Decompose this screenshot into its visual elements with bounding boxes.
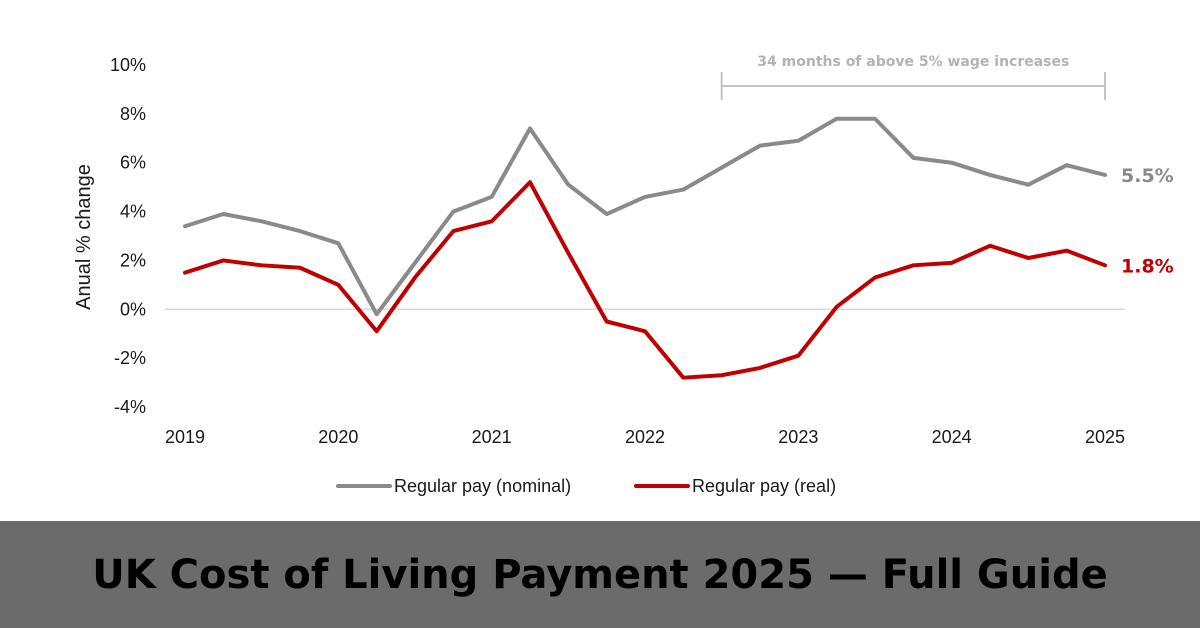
- legend-label-real: Regular pay (real): [692, 476, 836, 496]
- end-labels: 5.5% 1.8%: [1121, 165, 1174, 277]
- legend: Regular pay (nominal) Regular pay (real): [336, 476, 836, 496]
- y-tick-label: 6%: [120, 153, 146, 173]
- x-tick-label: 2024: [932, 427, 972, 447]
- x-tick-label: 2025: [1085, 427, 1125, 447]
- title-banner: UK Cost of Living Payment 2025 — Full Gu…: [0, 521, 1200, 628]
- y-tick-label: -2%: [114, 348, 146, 368]
- y-axis-label: Anual % change: [73, 164, 95, 310]
- x-tick-label: 2021: [472, 427, 512, 447]
- x-tick-label: 2023: [778, 427, 818, 447]
- y-tick-label: -4%: [114, 397, 146, 417]
- y-tick-label: 2%: [120, 250, 146, 270]
- annotation-bracket: 34 months of above 5% wage increases: [720, 54, 1106, 100]
- end-label-nominal: 5.5%: [1121, 165, 1174, 187]
- series-line-nominal: [183, 116, 1107, 317]
- series-lines: [183, 116, 1107, 380]
- legend-label-nominal: Regular pay (nominal): [394, 476, 571, 496]
- x-tick-label: 2022: [625, 427, 665, 447]
- y-tick-label: 10%: [110, 55, 146, 75]
- y-tick-label: 0%: [120, 299, 146, 319]
- y-tick-label: 8%: [120, 104, 146, 124]
- chart: 10% 8% 6% 4% 2% 0% -2% -4% 2019 2020 2021 2022 2023…: [73, 54, 1174, 496]
- banner-title: UK Cost of Living Payment 2025 — Full Gu…: [92, 551, 1108, 598]
- end-label-real: 1.8%: [1121, 255, 1174, 277]
- x-tick-label: 2019: [165, 427, 205, 447]
- series-line-real: [183, 180, 1107, 380]
- x-axis-ticks: 2019 2020 2021 2022 2023 2024 2025: [165, 427, 1125, 447]
- annotation-text: 34 months of above 5% wage increases: [757, 54, 1069, 70]
- x-tick-label: 2020: [318, 427, 358, 447]
- y-tick-label: 4%: [120, 202, 146, 222]
- y-axis-ticks: 10% 8% 6% 4% 2% 0% -2% -4%: [110, 55, 146, 417]
